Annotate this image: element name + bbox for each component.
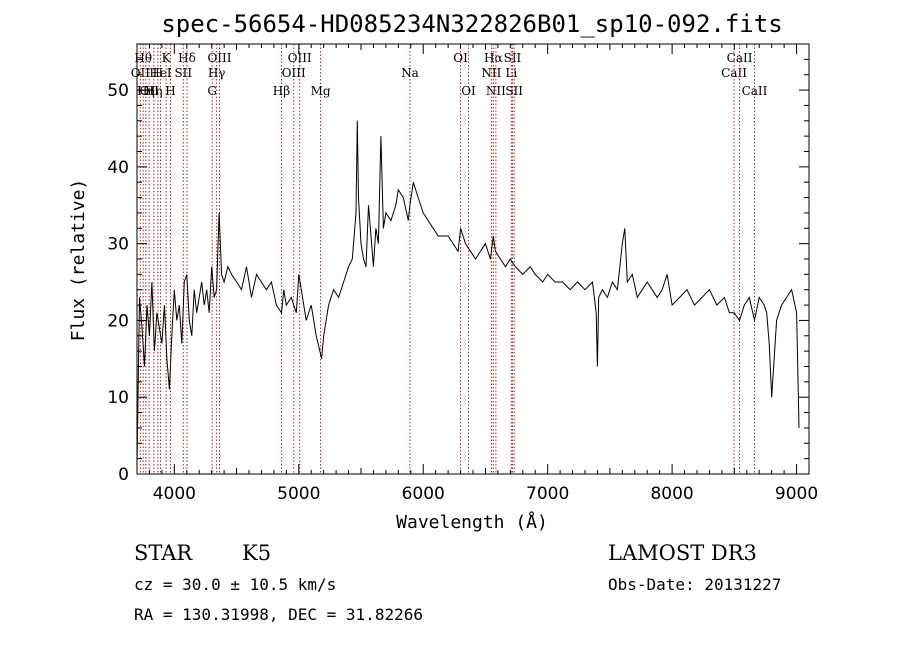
line-marker-label: OI [461, 84, 476, 98]
spectral-subclass: K5 [242, 541, 271, 565]
y-tick-label: 10 [107, 388, 129, 408]
obs-date: Obs-Date: 20131227 [608, 575, 781, 594]
line-marker-label: Hδ [178, 51, 196, 65]
x-tick-label: 6000 [402, 484, 445, 504]
line-marker-label: CaII [721, 66, 747, 80]
x-tick-label: 9000 [775, 484, 818, 504]
line-marker-label: Na [401, 66, 419, 80]
line-marker-label: OI [453, 51, 468, 65]
y-axis-label: Flux (relative) [68, 179, 89, 342]
line-marker-label: OIII [288, 51, 312, 65]
line-marker-label: Li [505, 66, 517, 80]
coordinates: RA = 130.31998, DEC = 31.82266 [134, 605, 423, 624]
line-marker-label: CaII [727, 51, 753, 65]
spectral-line-markers: OIIHθHηOIIHηHHeIKHSIIHδGHγOIIIHβOIIIOIII… [131, 44, 768, 474]
line-marker-label: Hθ [134, 51, 152, 65]
line-marker-label: NII [486, 84, 506, 98]
line-marker-label: Hα [484, 51, 503, 65]
y-tick-label: 30 [107, 235, 129, 255]
line-marker-label: OIII [207, 51, 231, 65]
survey-name: LAMOST DR3 [608, 541, 757, 565]
line-marker-label: SII [174, 66, 192, 80]
line-marker-label: HeI [149, 66, 172, 80]
x-tick-label: 7000 [526, 484, 569, 504]
line-marker-label: Hη [137, 84, 155, 98]
x-tick-label: 5000 [277, 484, 320, 504]
line-marker-label: H [165, 84, 175, 98]
line-marker-label: SII [505, 84, 523, 98]
chart-title: spec-56654-HD085234N322826B01_sp10-092.f… [161, 10, 782, 38]
plot-frame [136, 43, 810, 475]
spectrum-series-line [136, 120, 800, 467]
line-marker-label: SII [504, 51, 522, 65]
y-axis: 0 10 20 30 40 50 [107, 43, 809, 485]
x-axis-label: Wavelength (Å) [396, 511, 548, 533]
line-marker-label: Hγ [208, 66, 226, 80]
line-marker-label: OII [131, 66, 151, 80]
x-tick-label: 4000 [153, 484, 196, 504]
line-marker-label: K [162, 51, 172, 65]
x-axis: 4000 5000 6000 7000 8000 9000 [136, 44, 818, 504]
object-class: STAR [134, 541, 193, 565]
line-marker-label: Hβ [273, 84, 290, 98]
line-marker-label: CaII [742, 84, 768, 98]
line-marker-label: H [153, 66, 163, 80]
y-tick-label: 20 [107, 311, 129, 331]
line-marker-label: OIII [282, 66, 306, 80]
redshift-cz: cz = 30.0 ± 10.5 km/s [134, 575, 336, 594]
line-marker-label: G [207, 84, 217, 98]
y-tick-label: 50 [107, 81, 129, 101]
x-tick-label: 8000 [650, 484, 693, 504]
line-marker-label: NII [481, 66, 501, 80]
y-tick-label: 0 [118, 465, 129, 485]
line-marker-label: Hη [145, 84, 163, 98]
y-tick-label: 40 [107, 158, 129, 178]
line-marker-label: Mg [311, 84, 331, 98]
